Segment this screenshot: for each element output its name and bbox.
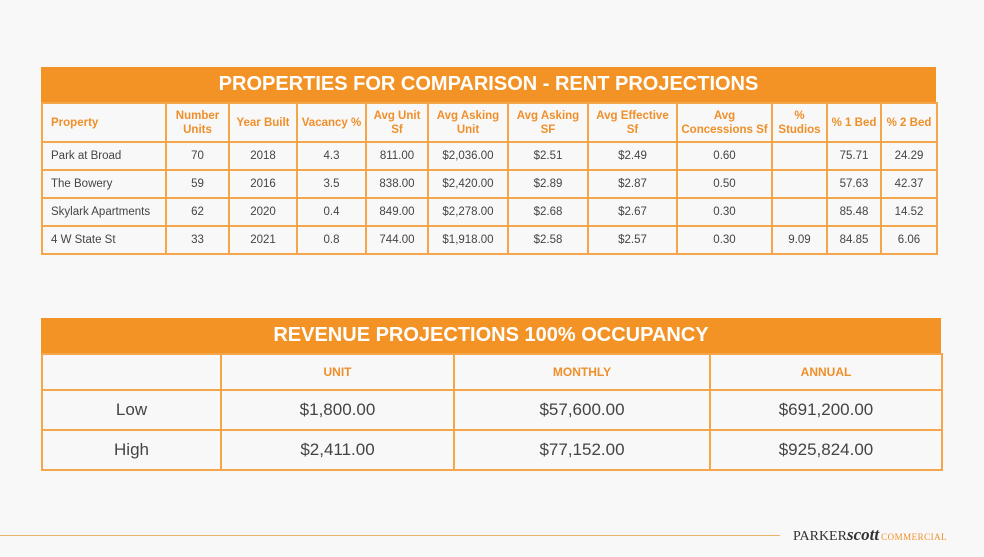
table-cell: 57.63 [826, 169, 882, 199]
revenue-title: REVENUE PROJECTIONS 100% OCCUPANCY [41, 318, 941, 353]
table-header-row: Property Number Units Year Built Vacancy % A… [41, 102, 938, 143]
comparison-title: PROPERTIES FOR COMPARISON - RENT PROJECT… [41, 67, 936, 102]
table-cell: 744.00 [365, 225, 429, 255]
table-row: The Bowery 59 2016 3.5 838.00 $2,420.00 $2.89 $… [41, 169, 938, 199]
table-row: Skylark Apartments 62 2020 0.4 849.00 $2,278.… [41, 197, 938, 227]
column-header: Avg Asking Unit [427, 102, 509, 143]
table-cell: 2018 [228, 141, 298, 171]
table-cell: Park at Broad [41, 141, 167, 171]
table-cell: 9.09 [771, 225, 828, 255]
table-cell: $2,420.00 [427, 169, 509, 199]
table-cell: $925,824.00 [709, 429, 943, 471]
column-header: % 1 Bed [826, 102, 882, 143]
table-cell: 0.30 [676, 197, 773, 227]
revenue-table: UNIT MONTHLY ANNUAL Low $1,800.00 $57,600.00… [41, 353, 943, 471]
table-cell: Low [41, 389, 222, 431]
table-cell: 42.37 [880, 169, 938, 199]
table-cell: $1,918.00 [427, 225, 509, 255]
table-cell: $691,200.00 [709, 389, 943, 431]
column-header: % 2 Bed [880, 102, 938, 143]
column-header: MONTHLY [453, 353, 711, 391]
column-header: Year Built [228, 102, 298, 143]
column-header: % Studios [771, 102, 828, 143]
table-cell [771, 141, 828, 171]
table-cell: 0.60 [676, 141, 773, 171]
column-header [41, 353, 222, 391]
column-header: Avg Unit Sf [365, 102, 429, 143]
table-cell: 70 [165, 141, 230, 171]
table-cell: 85.48 [826, 197, 882, 227]
table-cell: 14.52 [880, 197, 938, 227]
column-header: Avg Asking SF [507, 102, 589, 143]
column-header: Vacancy % [296, 102, 367, 143]
table-cell: 0.8 [296, 225, 367, 255]
table-cell: 24.29 [880, 141, 938, 171]
table-cell: $2.68 [507, 197, 589, 227]
column-header: Number Units [165, 102, 230, 143]
table-cell: 0.30 [676, 225, 773, 255]
table-cell: $57,600.00 [453, 389, 711, 431]
table-cell: 84.85 [826, 225, 882, 255]
table-cell: $2.67 [587, 197, 678, 227]
table-cell: 2016 [228, 169, 298, 199]
table-row: Low $1,800.00 $57,600.00 $691,200.00 [41, 389, 943, 431]
table-cell: $2.49 [587, 141, 678, 171]
table-cell: $2.51 [507, 141, 589, 171]
table-cell: $2.58 [507, 225, 589, 255]
table-cell: 4.3 [296, 141, 367, 171]
table-cell: 33 [165, 225, 230, 255]
table-cell: $2,411.00 [220, 429, 455, 471]
table-cell [771, 197, 828, 227]
table-row: Park at Broad 70 2018 4.3 811.00 $2,036.00 $2.… [41, 141, 938, 171]
table-cell: High [41, 429, 222, 471]
table-cell [771, 169, 828, 199]
table-cell: 3.5 [296, 169, 367, 199]
column-header: Avg Concessions Sf [676, 102, 773, 143]
table-cell: $77,152.00 [453, 429, 711, 471]
comparison-table: Property Number Units Year Built Vacancy % A… [41, 102, 938, 255]
table-cell: $2.87 [587, 169, 678, 199]
table-cell: 2020 [228, 197, 298, 227]
column-header: Property [41, 102, 167, 143]
table-cell: 849.00 [365, 197, 429, 227]
column-header: ANNUAL [709, 353, 943, 391]
table-header-row: UNIT MONTHLY ANNUAL [41, 353, 943, 391]
table-cell: 6.06 [880, 225, 938, 255]
table-cell: Skylark Apartments [41, 197, 167, 227]
table-cell: The Bowery [41, 169, 167, 199]
table-row: 4 W State St 33 2021 0.8 744.00 $1,918.00 $2.5… [41, 225, 938, 255]
table-cell: $2.57 [587, 225, 678, 255]
table-cell: 838.00 [365, 169, 429, 199]
table-row: High $2,411.00 $77,152.00 $925,824.00 [41, 429, 943, 471]
table-cell: 0.50 [676, 169, 773, 199]
column-header: UNIT [220, 353, 455, 391]
column-header: Avg Effective Sf [587, 102, 678, 143]
table-cell: $2,278.00 [427, 197, 509, 227]
table-cell: $2.89 [507, 169, 589, 199]
table-cell: 62 [165, 197, 230, 227]
table-cell: $2,036.00 [427, 141, 509, 171]
table-cell: 75.71 [826, 141, 882, 171]
footer-divider [0, 535, 780, 536]
table-cell: 59 [165, 169, 230, 199]
table-cell: 811.00 [365, 141, 429, 171]
table-cell: 4 W State St [41, 225, 167, 255]
table-cell: 0.4 [296, 197, 367, 227]
parkerscott-logo: PARKERscott COMMERCIAL [793, 525, 948, 544]
table-cell: $1,800.00 [220, 389, 455, 431]
table-cell: 2021 [228, 225, 298, 255]
